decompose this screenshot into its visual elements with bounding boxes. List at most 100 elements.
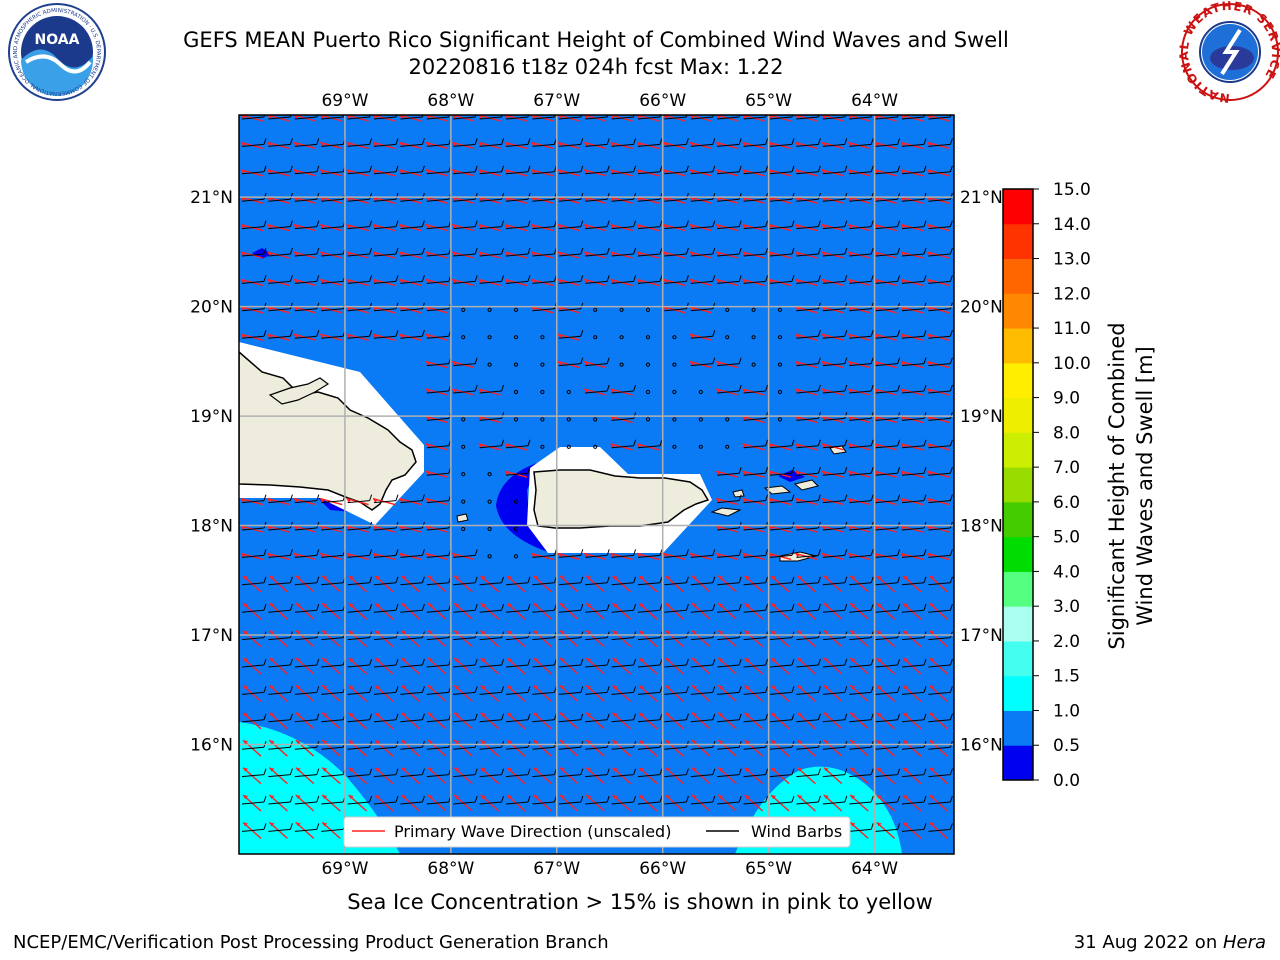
wave-arrowhead bbox=[716, 553, 722, 558]
wind-barb-flag bbox=[289, 330, 293, 337]
wind-barb bbox=[901, 664, 925, 668]
wind-barb bbox=[558, 774, 581, 778]
wind-barb bbox=[637, 116, 661, 120]
wave-arrowhead bbox=[929, 658, 935, 662]
wave-arrowhead bbox=[559, 603, 565, 608]
wind-barb bbox=[717, 198, 740, 202]
wind-barb bbox=[321, 226, 344, 230]
wave-arrowhead bbox=[346, 224, 352, 229]
calm-wind-marker bbox=[513, 335, 519, 340]
wind-barb bbox=[426, 171, 449, 175]
wave-arrowhead bbox=[452, 224, 458, 229]
wind-barb bbox=[505, 171, 529, 175]
wind-barb bbox=[321, 637, 344, 641]
wind-barb bbox=[268, 554, 291, 558]
wave-arrowhead bbox=[505, 142, 510, 147]
wind-barb bbox=[294, 691, 317, 695]
wave-arrowhead bbox=[769, 252, 774, 256]
wind-barb bbox=[373, 582, 397, 586]
wind-barb bbox=[743, 445, 766, 449]
wind-barb bbox=[268, 198, 291, 202]
wave-arrowhead bbox=[478, 115, 484, 119]
wave-arrowhead bbox=[241, 498, 246, 503]
wind-barb bbox=[373, 308, 397, 312]
wind-barb bbox=[717, 116, 740, 120]
wave-arrowhead bbox=[901, 142, 906, 147]
land-tortuga bbox=[268, 377, 330, 405]
wind-barb-flag bbox=[817, 115, 820, 118]
wind-barb bbox=[400, 609, 423, 613]
wind-barb bbox=[901, 335, 925, 339]
wind-barb bbox=[796, 363, 819, 367]
wave-arrowhead bbox=[478, 169, 484, 174]
wind-barb bbox=[268, 582, 291, 586]
wind-barb-flag bbox=[395, 302, 399, 309]
wind-barb-flag bbox=[395, 275, 399, 282]
wind-barb bbox=[690, 609, 713, 613]
wave-arrowhead bbox=[241, 115, 246, 119]
wind-barb-flag bbox=[738, 658, 742, 666]
wind-barb-flag bbox=[633, 439, 637, 446]
wind-barb bbox=[769, 691, 793, 695]
wind-barb bbox=[585, 664, 608, 668]
wind-barb-flag bbox=[263, 576, 267, 583]
wind-barb-flag bbox=[897, 330, 901, 337]
wind-barb bbox=[822, 308, 845, 312]
noaa-logo-text: NOAA bbox=[35, 32, 80, 48]
wave-arrowhead bbox=[584, 361, 590, 366]
wind-barb-flag bbox=[527, 467, 531, 474]
wind-barb bbox=[822, 226, 845, 230]
wind-barb bbox=[690, 363, 713, 367]
wind-barb bbox=[849, 226, 872, 230]
wave-arrowhead bbox=[927, 334, 933, 339]
wind-barb bbox=[743, 390, 766, 394]
wind-barb bbox=[611, 226, 634, 230]
lon-label-bottom: 64°W bbox=[851, 859, 898, 879]
wind-barb-flag bbox=[606, 768, 610, 775]
wind-barb bbox=[928, 828, 951, 832]
wave-arrowhead bbox=[795, 526, 801, 530]
wind-barb bbox=[743, 801, 766, 805]
wind-barb-flag bbox=[289, 275, 293, 282]
wind-barb bbox=[822, 171, 845, 175]
wind-barb-flag bbox=[395, 576, 399, 583]
lon-label-bottom: 69°W bbox=[321, 859, 368, 879]
wave-arrowhead bbox=[399, 142, 405, 147]
wind-barb-flag bbox=[421, 768, 425, 775]
wave-arrowhead bbox=[557, 197, 563, 202]
wind-barb-flag bbox=[949, 823, 953, 830]
wind-barb-flag bbox=[580, 138, 584, 145]
wind-barb bbox=[664, 253, 687, 257]
wind-barb-flag bbox=[712, 193, 716, 200]
wind-barb bbox=[928, 417, 951, 421]
wind-barb bbox=[558, 116, 581, 120]
wave-arrowhead bbox=[454, 630, 460, 635]
wave-arrowhead bbox=[795, 361, 801, 366]
wind-barb bbox=[400, 746, 423, 750]
wind-barb bbox=[849, 253, 872, 257]
wind-barb bbox=[611, 198, 634, 202]
wind-barb-flag bbox=[897, 795, 901, 803]
wave-arrowhead bbox=[901, 279, 906, 284]
wind-barb-flag bbox=[738, 384, 742, 392]
wind-barb-flag bbox=[606, 795, 610, 803]
wave-arrowhead bbox=[848, 279, 854, 284]
wave-arrowhead bbox=[823, 575, 829, 580]
wind-barb bbox=[400, 527, 423, 531]
wind-barb-flag bbox=[474, 686, 478, 693]
wind-barb-flag bbox=[580, 768, 584, 775]
wind-barb-flag bbox=[474, 275, 478, 282]
wave-arrowhead bbox=[769, 279, 774, 284]
wind-barb bbox=[453, 609, 476, 613]
wind-barb bbox=[426, 609, 449, 613]
wind-barb-flag bbox=[712, 357, 716, 364]
wind-barb-flag bbox=[685, 193, 689, 200]
wind-barb bbox=[268, 527, 291, 531]
wind-barb bbox=[241, 253, 265, 257]
wind-barb-flag bbox=[369, 795, 373, 803]
wind-barb-flag bbox=[580, 193, 584, 200]
lon-label-bottom: 68°W bbox=[427, 859, 474, 879]
wind-barb-flag bbox=[844, 138, 848, 145]
wave-arrowhead bbox=[744, 603, 750, 608]
wind-barb bbox=[268, 308, 291, 312]
